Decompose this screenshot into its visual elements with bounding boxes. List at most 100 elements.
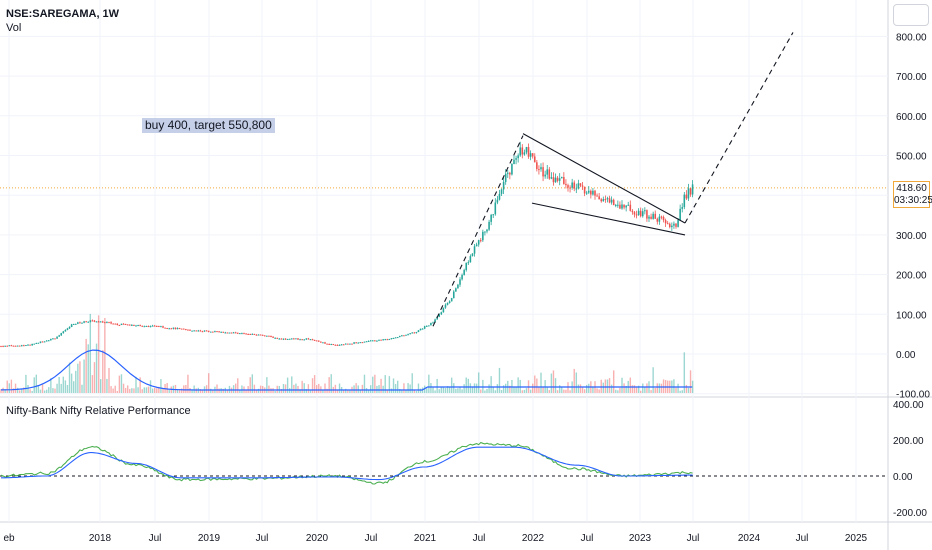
volume-bar bbox=[455, 388, 457, 393]
volume-bar bbox=[642, 383, 644, 393]
symbol-title[interactable]: NSE:SAREGAMA, 1W bbox=[6, 8, 120, 20]
candle-body bbox=[309, 339, 312, 341]
candle-body bbox=[689, 188, 692, 195]
volume-bar bbox=[4, 389, 6, 393]
candle-body bbox=[47, 340, 50, 342]
volume-bar bbox=[307, 384, 310, 393]
volume-bar bbox=[558, 385, 561, 393]
candle-body bbox=[371, 340, 374, 342]
candle-body bbox=[596, 195, 598, 197]
candle-body bbox=[544, 174, 546, 177]
candle-body bbox=[448, 301, 451, 304]
annotation-note[interactable]: buy 400, target 550,800 bbox=[142, 118, 275, 133]
volume-bar bbox=[660, 383, 663, 393]
volume-bar bbox=[606, 379, 609, 393]
candle-body bbox=[180, 328, 183, 330]
volume-bar bbox=[160, 379, 162, 393]
relative-performance-pane bbox=[0, 441, 888, 485]
candle-body bbox=[174, 327, 177, 330]
candle-body bbox=[432, 322, 434, 324]
candle-body bbox=[97, 321, 100, 323]
volume-bar bbox=[415, 390, 418, 393]
volume-bar bbox=[554, 378, 557, 393]
candle-body bbox=[571, 182, 573, 188]
volume-bar bbox=[367, 390, 370, 393]
candle-body bbox=[139, 325, 141, 327]
volume-bar bbox=[461, 389, 463, 393]
candle-body bbox=[577, 183, 580, 189]
volume-bar bbox=[413, 389, 416, 393]
candle-body bbox=[158, 326, 160, 328]
candle-body bbox=[421, 328, 424, 330]
volume-bar bbox=[363, 374, 366, 393]
volume-bar bbox=[104, 317, 106, 393]
candle-body bbox=[388, 339, 391, 341]
candle-body bbox=[469, 256, 472, 263]
volume-bar bbox=[444, 388, 447, 393]
volume-bar bbox=[70, 373, 73, 393]
candle-body bbox=[606, 198, 609, 200]
candle-body bbox=[234, 332, 237, 334]
volume-bar bbox=[106, 378, 108, 393]
candle-body bbox=[87, 321, 90, 323]
volume-bar bbox=[18, 390, 21, 393]
volume-bar bbox=[50, 378, 52, 393]
trendlines[interactable] bbox=[432, 32, 794, 327]
volume-bar bbox=[405, 389, 407, 393]
candle-body bbox=[137, 325, 139, 327]
candle-body bbox=[637, 210, 640, 215]
candle-body bbox=[330, 344, 333, 346]
volume-bar bbox=[62, 376, 65, 393]
volume-bar bbox=[621, 377, 623, 393]
price-tick-label: 800.00 bbox=[896, 32, 927, 43]
volume-bar bbox=[575, 372, 578, 393]
volume-bar bbox=[205, 385, 208, 393]
candle-body bbox=[141, 325, 144, 327]
volume-bar bbox=[288, 388, 291, 393]
candle-body bbox=[72, 324, 75, 326]
indicator-tick-label: 400.00 bbox=[893, 400, 924, 411]
candle-body bbox=[552, 177, 555, 183]
candle-body bbox=[509, 172, 511, 175]
candle-body bbox=[473, 246, 476, 254]
volume-bar bbox=[270, 388, 272, 393]
scale-button[interactable] bbox=[893, 4, 929, 26]
volume-bar bbox=[652, 367, 654, 393]
volume-bar bbox=[293, 384, 295, 393]
volume-bar bbox=[193, 385, 195, 393]
candle-body bbox=[120, 323, 123, 326]
volume-bar bbox=[434, 390, 436, 393]
volume-bar bbox=[369, 385, 372, 393]
volume-bar bbox=[689, 370, 692, 393]
candle-body bbox=[164, 327, 166, 329]
candle-body bbox=[461, 274, 463, 280]
candle-body bbox=[216, 331, 218, 333]
volume-bar bbox=[187, 374, 189, 393]
candle-body bbox=[396, 337, 399, 339]
candle-body bbox=[536, 162, 538, 170]
candle-body bbox=[336, 344, 339, 346]
volume-bar bbox=[33, 377, 35, 393]
indicator-title[interactable]: Nifty-Bank Nifty Relative Performance bbox=[6, 405, 191, 417]
volume-bar bbox=[216, 384, 218, 393]
candle-body bbox=[677, 220, 679, 227]
candle-body bbox=[625, 205, 627, 208]
volume-bar bbox=[95, 343, 98, 393]
candle-body bbox=[313, 339, 316, 341]
candle-body bbox=[353, 342, 355, 344]
volume-bar bbox=[286, 377, 289, 393]
candle-body bbox=[162, 326, 164, 328]
candle-body bbox=[116, 323, 119, 326]
volume-bar bbox=[378, 385, 380, 393]
candle-body bbox=[172, 327, 175, 329]
volume-bar bbox=[359, 389, 362, 393]
volume-bar bbox=[81, 384, 83, 393]
volume-bar bbox=[374, 374, 376, 393]
candle-body bbox=[374, 340, 376, 342]
candle-body bbox=[662, 216, 665, 221]
candle-body bbox=[513, 159, 515, 165]
volume-bar bbox=[222, 388, 224, 393]
candle-body bbox=[390, 338, 393, 340]
